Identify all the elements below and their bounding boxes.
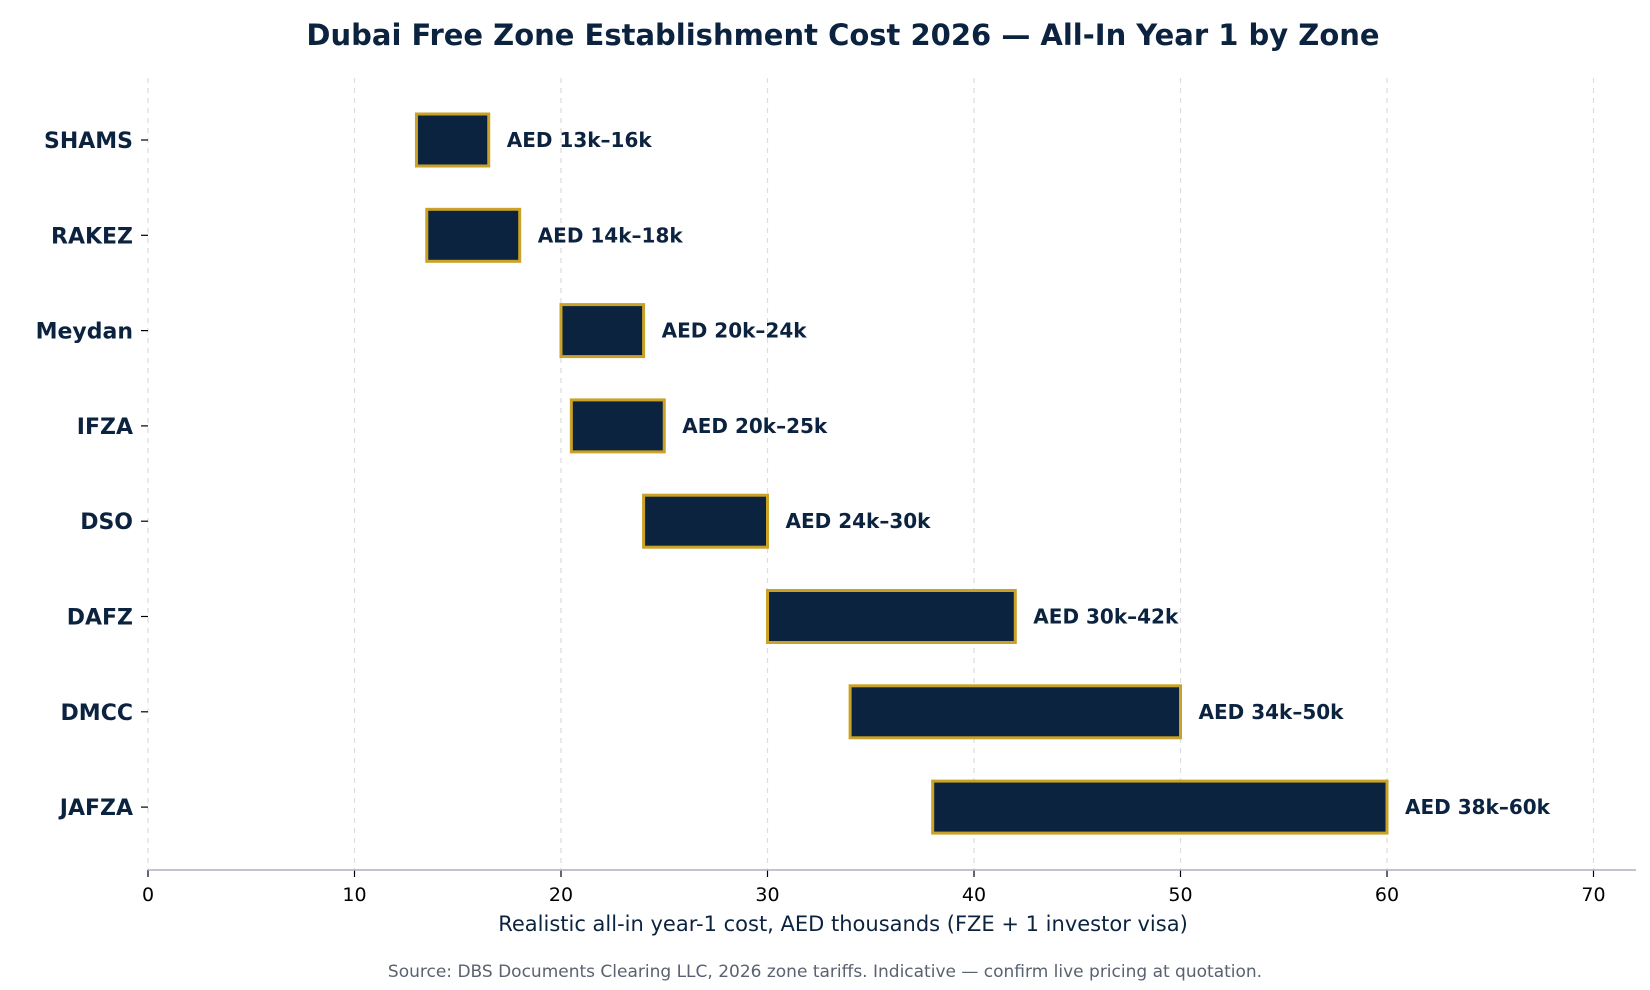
- bars: [414, 112, 1389, 835]
- range-bar: [931, 779, 1389, 835]
- x-tick-label: 30: [755, 884, 779, 906]
- y-axis: SHAMS RAKEZ Meydan IFZA DSO DAFZ DMCC JAFZA: [36, 129, 148, 821]
- category-label: DMCC: [61, 701, 133, 726]
- data-label: AED 34k–50k: [1199, 700, 1345, 724]
- range-bar: [766, 589, 1017, 644]
- category-label: RAKEZ: [51, 224, 133, 249]
- category-label: DSO: [80, 510, 133, 535]
- source-note: Source: DBS Documents Clearing LLC, 2026…: [388, 962, 1262, 982]
- x-tick-label: 0: [142, 884, 154, 906]
- x-tick-label: 20: [549, 884, 573, 906]
- range-bar: [414, 112, 491, 168]
- x-tick-label: 60: [1375, 884, 1399, 906]
- data-label: AED 20k–24k: [662, 319, 808, 343]
- x-tick-label: 70: [1581, 884, 1605, 906]
- range-bar: [642, 493, 769, 549]
- x-tick-label: 10: [342, 884, 366, 906]
- data-label: AED 20k–25k: [682, 414, 828, 438]
- data-label: AED 24k–30k: [786, 509, 932, 533]
- range-bar: [848, 684, 1182, 740]
- chart-title: Dubai Free Zone Establishment Cost 2026 …: [306, 18, 1379, 52]
- data-label: AED 38k–60k: [1405, 795, 1551, 819]
- range-bar: [559, 303, 646, 359]
- x-axis-title: Realistic all-in year-1 cost, AED thousa…: [498, 912, 1188, 936]
- gridlines: [147, 78, 1595, 870]
- data-label: AED 13k–16k: [507, 128, 653, 152]
- category-label: Meydan: [36, 320, 133, 345]
- range-bar: [569, 398, 666, 454]
- category-label: SHAMS: [44, 129, 133, 154]
- x-tick-label: 50: [1168, 884, 1192, 906]
- category-label: JAFZA: [58, 796, 133, 821]
- category-label: IFZA: [77, 415, 133, 440]
- x-axis: 0 10 20 30 40 50 60 70: [142, 869, 1636, 906]
- bar-labels: AED 13k–16k AED 14k–18k AED 20k–24k AED 20k…: [507, 128, 1551, 819]
- data-label: AED 30k–42k: [1033, 605, 1179, 629]
- x-tick-label: 40: [962, 884, 986, 906]
- range-bar: [425, 207, 522, 263]
- category-label: DAFZ: [67, 606, 133, 631]
- data-label: AED 14k–18k: [538, 223, 684, 247]
